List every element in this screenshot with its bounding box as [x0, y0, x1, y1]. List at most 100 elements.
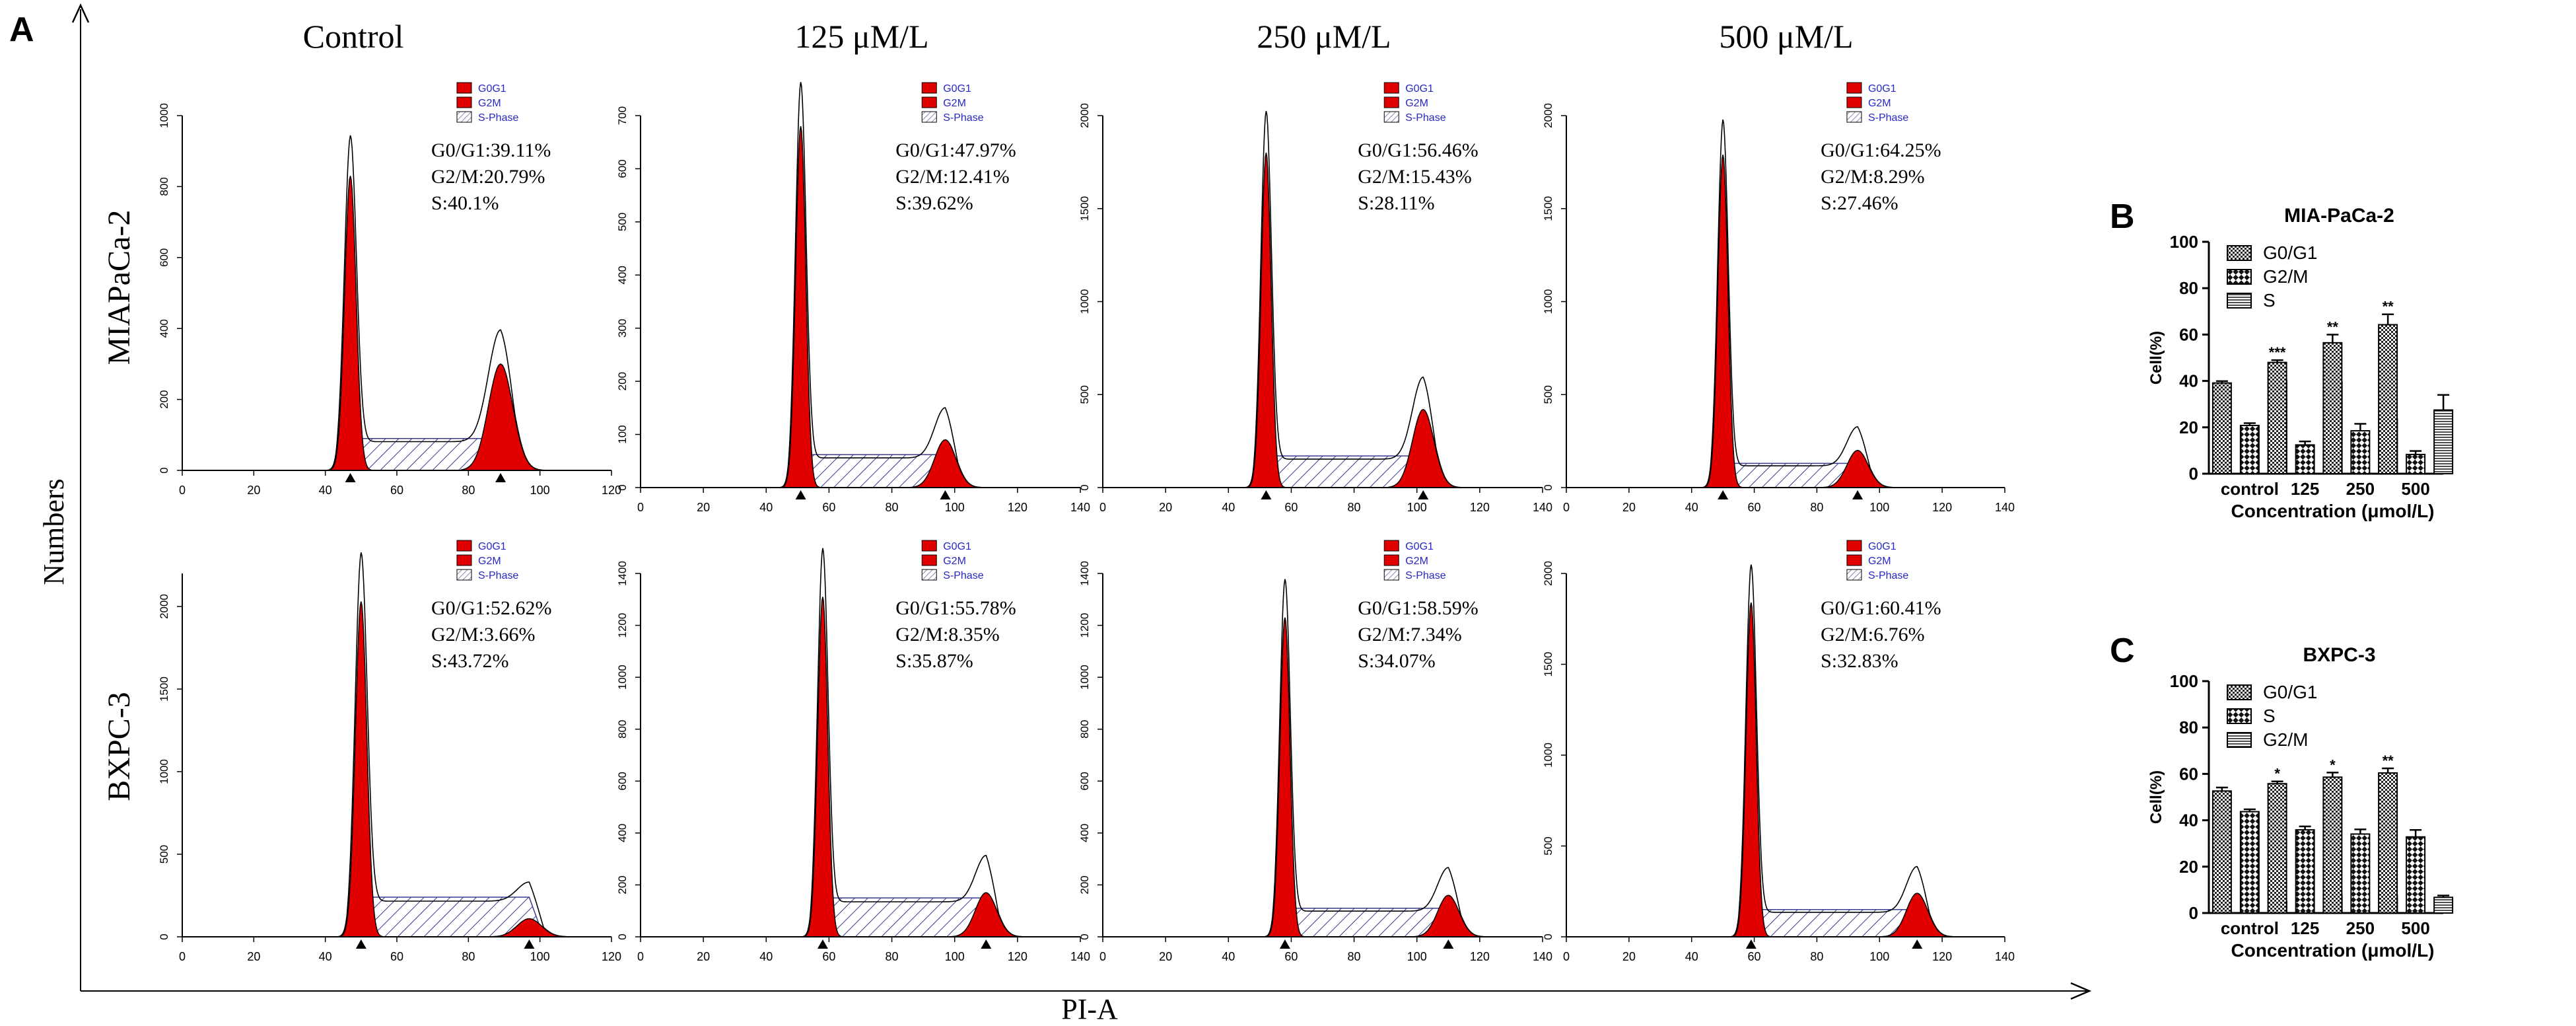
histogram-legend-label: S-Phase [1868, 112, 1908, 124]
histogram-x-tick-label: 60 [390, 484, 403, 497]
histogram-peak-marker [1745, 939, 1757, 949]
histogram-y-tick-label: 0 [1542, 484, 1554, 490]
bar-chart-bar [2350, 833, 2371, 914]
histogram-stat-text: S:27.46% [1821, 192, 1898, 214]
histogram-x-tick-label: 0 [1563, 950, 1570, 963]
bar-chart-x-label: Concentration (μmol/L) [2231, 940, 2435, 961]
histogram-legend-label: G0G1 [943, 541, 971, 552]
histogram-envelope-line [791, 548, 1030, 937]
histogram-y-tick-label: 0 [616, 934, 629, 939]
histogram-peak-marker [1912, 939, 1923, 949]
histogram-x-tick-label: 20 [247, 950, 260, 963]
histogram-x-tick-label: 120 [1008, 950, 1027, 963]
histogram-y-tick-label: 1500 [1542, 652, 1554, 677]
histogram-x-tick-label: 40 [1685, 950, 1698, 963]
histogram-legend-swatch [1846, 96, 1862, 108]
histogram-x-tick-label: 100 [945, 501, 965, 514]
histogram-peak-marker [345, 473, 356, 482]
histogram-stat-text: G2/M:8.29% [1821, 166, 1925, 188]
histogram-x-tick-label: 140 [1533, 501, 1552, 514]
histogram-y-tick-label: 500 [616, 213, 629, 231]
histogram-legend-label: G2M [478, 98, 501, 109]
bar-chart-y-tick-label: 20 [2179, 857, 2198, 877]
column-title-125: 125 μM/L [794, 18, 928, 55]
hist-mia-125: 0 20 40 60 80 100 120 140 0 100 200 300 400 500 600 700… [616, 82, 1090, 514]
histogram-peak-marker [524, 939, 535, 949]
histogram-x-tick-label: 20 [1622, 950, 1636, 963]
histogram-legend-label: G0G1 [478, 83, 506, 94]
bar-chart-y-label: Cell(%) [2147, 770, 2165, 824]
histogram-y-tick-label: 1000 [1078, 665, 1091, 690]
histogram-x-tick-label: 40 [319, 950, 332, 963]
histogram-stat-text: S:43.72% [431, 650, 509, 672]
bar-chart-bar [2322, 342, 2343, 474]
histogram-g0g1-peak [339, 601, 384, 937]
histogram-s-phase-area [810, 897, 1000, 937]
bar-chart-y-tick-label: 60 [2179, 764, 2198, 784]
histogram-y-tick-label: 1000 [1542, 289, 1554, 314]
bar-chart-y-tick-label: 0 [2189, 903, 2198, 923]
histogram-stat-text: G0/G1:39.11% [431, 139, 551, 161]
histogram-legend-swatch [456, 82, 472, 94]
histogram-y-tick-label: 1400 [1078, 561, 1091, 586]
histogram-stat-text: S:35.87% [895, 650, 973, 672]
histogram-x-tick-label: 20 [247, 484, 260, 497]
histogram-x-tick-label: 100 [1407, 950, 1427, 963]
bar-chart-legend-swatch [2227, 293, 2252, 309]
histogram-stat-text: S:40.1% [431, 192, 499, 214]
histogram-x-tick-label: 60 [822, 950, 835, 963]
bar-chart-bar [2267, 361, 2287, 474]
histogram-x-tick-label: 100 [1407, 501, 1427, 514]
histogram-x-tick-label: 60 [1748, 950, 1761, 963]
histogram-peak-marker [940, 490, 951, 499]
histogram-legend-swatch [1846, 82, 1862, 94]
histogram-legend-swatch [1846, 540, 1862, 552]
bar-chart-y-tick-label: 100 [2170, 671, 2198, 691]
histogram-legend-label: S-Phase [478, 570, 518, 581]
histogram-y-tick-label: 600 [1078, 772, 1091, 790]
histogram-y-tick-label: 2000 [1542, 561, 1554, 586]
bar-chart-category-label: 250 [2346, 479, 2375, 499]
histogram-g0g1-peak [1247, 153, 1286, 488]
histogram-y-tick-label: 500 [1078, 385, 1091, 404]
histogram-s-phase-area [1710, 462, 1871, 488]
histogram-y-tick-label: 1500 [158, 677, 170, 702]
histogram-x-tick-label: 40 [1222, 950, 1235, 963]
histogram-envelope-line [314, 135, 551, 471]
histogram-y-tick-label: 600 [158, 248, 170, 267]
histogram-envelope-line [1720, 564, 1961, 937]
histogram-peak-marker [795, 490, 806, 499]
bar-chart-legend-swatch [2227, 269, 2252, 285]
histogram-g0g1-peak [1265, 617, 1305, 937]
histogram-y-tick-label: 100 [616, 425, 629, 443]
histogram-peak-marker [817, 939, 828, 949]
histogram-legend-label: S-Phase [1405, 570, 1445, 581]
histogram-y-tick-label: 0 [1078, 484, 1091, 490]
bar-chart-bar [2267, 783, 2287, 914]
histogram-legend-label: S-Phase [943, 112, 983, 124]
bar-chart-bar [2406, 836, 2426, 914]
histogram-x-tick-label: 40 [1685, 501, 1698, 514]
panel-a-x-axis-label: PI-A [1061, 993, 1118, 1025]
bar-chart-category-label: 125 [2291, 918, 2319, 938]
histogram-legend-swatch [1846, 111, 1862, 123]
column-title-500: 500 μM/L [1719, 18, 1853, 55]
row-label-miapaca2: MIAPaCa-2 [102, 210, 137, 365]
histogram-legend-swatch [1846, 569, 1862, 581]
bar-chart-bar [2295, 444, 2315, 475]
histogram-x-tick-label: 80 [886, 950, 899, 963]
histogram-y-tick-label: 1200 [1078, 613, 1091, 638]
bar-chart-legend-swatch [2227, 708, 2252, 724]
histogram-x-tick-label: 0 [637, 950, 644, 963]
histogram-y-tick-label: 0 [1542, 934, 1554, 939]
histogram-x-tick-label: 100 [1869, 501, 1889, 514]
histogram-y-tick-label: 600 [616, 772, 629, 790]
hist-mia-500: 0 20 40 60 80 100 120 140 0 500 1000 1500 2000 G0G1 G2… [1542, 82, 2015, 514]
bar-chart-legend-swatch [2227, 732, 2252, 748]
histogram-s-phase-area [1253, 455, 1437, 488]
histogram-x-tick-label: 140 [1533, 950, 1552, 963]
bar-chart-bar [2239, 811, 2260, 914]
histogram-y-tick-label: 0 [1078, 934, 1091, 939]
histogram-y-tick-label: 1000 [616, 665, 629, 690]
histogram-x-tick-label: 60 [1284, 950, 1298, 963]
